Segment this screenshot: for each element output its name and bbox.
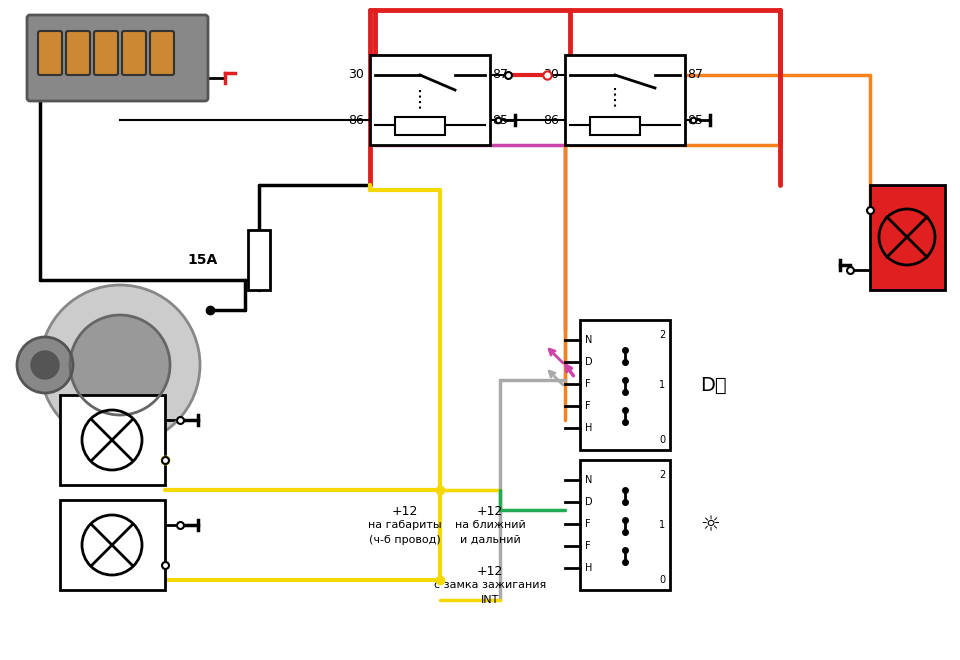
Text: 30: 30 bbox=[543, 69, 559, 81]
Bar bbox=[580, 460, 670, 590]
Bar bbox=[60, 500, 165, 590]
Text: INT: INT bbox=[481, 595, 499, 605]
FancyBboxPatch shape bbox=[27, 15, 208, 101]
Text: F: F bbox=[585, 519, 590, 529]
Text: 0: 0 bbox=[659, 575, 665, 585]
Bar bbox=[565, 55, 685, 145]
FancyBboxPatch shape bbox=[94, 31, 118, 75]
Text: 87: 87 bbox=[492, 69, 508, 81]
Text: 30: 30 bbox=[348, 69, 364, 81]
FancyBboxPatch shape bbox=[122, 31, 146, 75]
Text: (ч-б провод): (ч-б провод) bbox=[370, 535, 441, 545]
Text: +12: +12 bbox=[392, 505, 419, 518]
Text: 15A: 15A bbox=[188, 253, 218, 267]
Text: 86: 86 bbox=[348, 114, 364, 127]
Text: 87: 87 bbox=[687, 69, 703, 81]
Text: с замка зажигания: с замка зажигания bbox=[434, 580, 546, 590]
Circle shape bbox=[17, 337, 73, 393]
Text: 1: 1 bbox=[659, 380, 665, 390]
Text: на ближний: на ближний bbox=[455, 520, 525, 530]
Text: 85: 85 bbox=[687, 114, 703, 127]
FancyBboxPatch shape bbox=[66, 31, 90, 75]
Text: 86: 86 bbox=[543, 114, 559, 127]
Circle shape bbox=[31, 351, 59, 379]
Bar bbox=[370, 55, 490, 145]
Text: и дальний: и дальний bbox=[460, 535, 520, 545]
Circle shape bbox=[40, 285, 200, 445]
Text: N: N bbox=[585, 335, 592, 345]
Text: 2: 2 bbox=[659, 330, 665, 340]
FancyBboxPatch shape bbox=[150, 31, 174, 75]
Bar bbox=[580, 320, 670, 450]
Bar bbox=[248, 230, 270, 290]
Bar bbox=[870, 185, 945, 290]
Text: 0: 0 bbox=[659, 435, 665, 445]
Text: N: N bbox=[585, 475, 592, 485]
Text: H: H bbox=[585, 423, 592, 433]
Circle shape bbox=[70, 315, 170, 415]
Text: D: D bbox=[585, 357, 592, 367]
Text: на габариты: на габариты bbox=[369, 520, 442, 530]
Bar bbox=[395, 117, 445, 135]
FancyBboxPatch shape bbox=[38, 31, 62, 75]
Text: F: F bbox=[585, 379, 590, 389]
Text: 1: 1 bbox=[659, 520, 665, 530]
Bar bbox=[590, 117, 640, 135]
Text: +12: +12 bbox=[477, 505, 503, 518]
Text: +12: +12 bbox=[477, 565, 503, 578]
Text: D꜀: D꜀ bbox=[700, 376, 727, 395]
Bar bbox=[60, 395, 165, 485]
Text: D: D bbox=[585, 497, 592, 507]
Text: 85: 85 bbox=[492, 114, 508, 127]
Text: ☼: ☼ bbox=[700, 515, 720, 535]
Text: F: F bbox=[585, 541, 590, 551]
Text: H: H bbox=[585, 563, 592, 573]
Text: 2: 2 bbox=[659, 470, 665, 480]
Text: F: F bbox=[585, 401, 590, 411]
